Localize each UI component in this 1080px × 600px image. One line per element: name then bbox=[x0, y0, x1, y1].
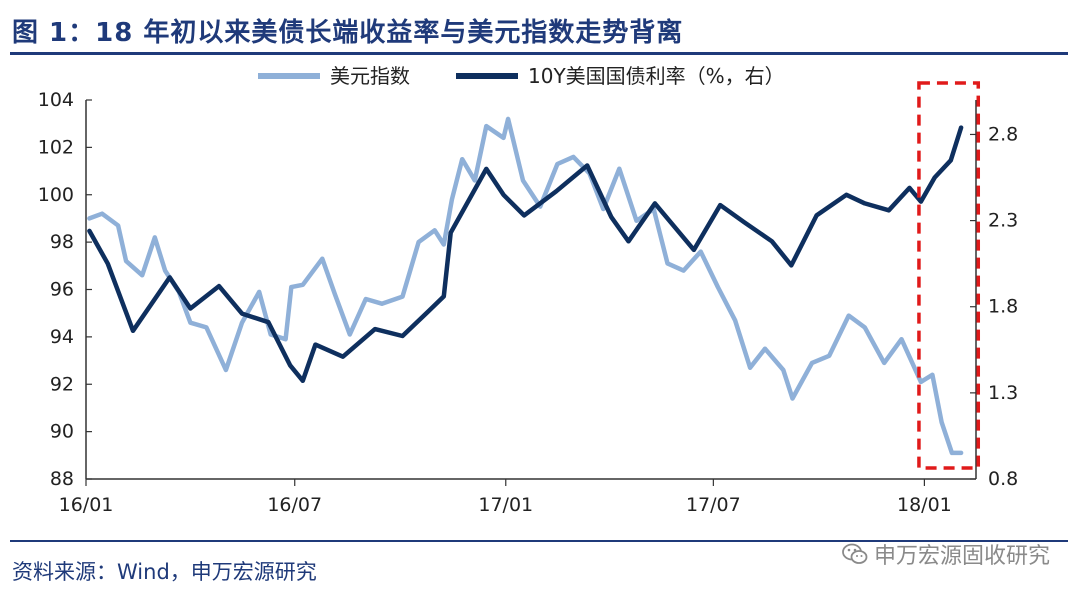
y-left-tick-label: 100 bbox=[38, 184, 74, 206]
footer-rule bbox=[10, 540, 1068, 542]
chart-legend: 美元指数 10Y美国国债利率（%，右） bbox=[258, 64, 785, 88]
legend-label-usd-index: 美元指数 bbox=[330, 64, 410, 88]
chart-axes: 104 102 100 98 96 94 92 90 88 2.8 2.3 1.8 1.3 0.8 16/0… bbox=[38, 89, 1018, 516]
y-left-tick-label: 98 bbox=[50, 231, 74, 253]
watermark: 申万宏源固收研究 bbox=[842, 538, 1050, 570]
source-note: 资料来源：Wind，申万宏源研究 bbox=[12, 560, 317, 584]
x-tick-label: 16/07 bbox=[267, 494, 322, 516]
y-left-tick-label: 104 bbox=[38, 89, 74, 111]
series-line-ust10y bbox=[87, 125, 964, 384]
y-left-tick-label: 102 bbox=[38, 136, 74, 158]
highlight-box bbox=[917, 81, 981, 470]
x-tick-label: 17/01 bbox=[478, 494, 533, 516]
figure-title: 图 1：18 年初以来美债长端收益率与美元指数走势背离 bbox=[12, 18, 684, 48]
y-left-tick-label: 90 bbox=[50, 421, 74, 443]
y-left-tick-label: 88 bbox=[50, 468, 74, 490]
y-right-tick-label: 1.3 bbox=[988, 382, 1018, 404]
x-tick-label: 17/07 bbox=[686, 494, 741, 516]
y-right-tick-label: 0.8 bbox=[988, 468, 1018, 490]
y-left-tick-label: 92 bbox=[50, 373, 74, 395]
y-right-tick-label: 2.8 bbox=[988, 123, 1018, 145]
watermark-text: 申万宏源固收研究 bbox=[873, 544, 1050, 569]
chart-overlay bbox=[917, 81, 981, 470]
series-line-usd-index bbox=[87, 116, 964, 456]
y-right-tick-label: 2.3 bbox=[988, 210, 1018, 232]
chart-series bbox=[87, 116, 964, 456]
y-right-tick-label: 1.8 bbox=[988, 296, 1018, 318]
title-rule bbox=[10, 52, 1068, 55]
wechat-icon bbox=[842, 543, 868, 564]
y-left-tick-label: 96 bbox=[50, 279, 74, 301]
x-tick-label: 18/01 bbox=[897, 494, 952, 516]
x-tick-label: 16/01 bbox=[59, 494, 114, 516]
legend-label-ust10y: 10Y美国国债利率（%，右） bbox=[528, 64, 785, 88]
y-left-tick-label: 94 bbox=[50, 326, 74, 348]
